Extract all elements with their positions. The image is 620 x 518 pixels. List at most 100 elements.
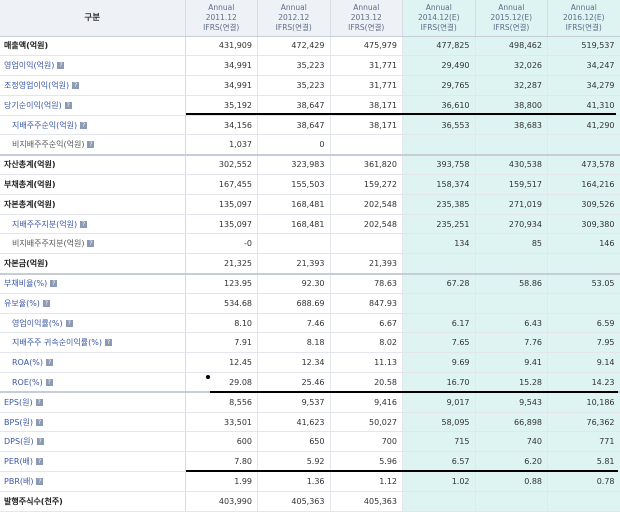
value-cell: 34,247 (547, 55, 620, 77)
info-icon[interactable]: ? (65, 319, 73, 327)
value-cell: 32,287 (475, 75, 548, 96)
info-icon[interactable]: ? (50, 280, 58, 288)
row-label-text: 매출액(억원) (4, 41, 49, 51)
period-type: Annual (498, 2, 525, 12)
row-label: 부채총계(억원) (0, 174, 186, 195)
info-icon[interactable]: ? (45, 378, 53, 386)
row-operating-profit: 영업이익(억원)? 34,991 35,223 31,771 29,490 32,026 3… (0, 55, 620, 77)
row-label[interactable]: 당기순이익(억원)? (0, 95, 186, 116)
value-cell: 7.46 (257, 313, 331, 334)
info-icon[interactable]: ? (87, 141, 95, 149)
row-label[interactable]: DPS(원)? (0, 431, 186, 453)
info-icon[interactable]: ? (72, 81, 80, 89)
row-label[interactable]: 비지배주주순익(억원)? (0, 134, 186, 156)
value-cell: 21,325 (185, 253, 258, 275)
row-adjusted-operating-profit: 조정영업이익(억원)? 34,991 35,223 31,771 29,765 32,28… (0, 75, 620, 96)
info-icon[interactable]: ? (105, 339, 112, 347)
value-cell: 36,553 (402, 115, 476, 136)
row-label[interactable]: PBR(배)? (0, 471, 186, 492)
row-net-income: 당기순이익(억원)? 35,192 38,647 38,171 36,610 38,800… (0, 95, 620, 116)
info-icon[interactable]: ? (36, 458, 44, 466)
value-cell: 431,909 (185, 36, 258, 57)
value-cell: 7.80 (185, 451, 258, 473)
info-icon[interactable]: ? (80, 121, 88, 129)
row-label[interactable]: 조정영업이익(억원)? (0, 75, 186, 96)
info-icon[interactable]: ? (57, 62, 65, 70)
value-cell: 168,481 (257, 194, 331, 215)
row-label[interactable]: 영업이익률(%)? (0, 313, 186, 334)
row-label[interactable]: 비지배주주지분(억원)? (0, 233, 186, 255)
value-cell: 8,556 (185, 391, 258, 413)
period-basis: IFRS(연결) (348, 22, 385, 32)
value-cell (475, 134, 548, 156)
row-label[interactable]: ROE(%)? (0, 372, 186, 393)
value-cell: 33,501 (185, 412, 258, 433)
info-icon[interactable]: ? (36, 418, 43, 426)
value-cell: 38,800 (475, 95, 548, 116)
value-cell (547, 253, 620, 275)
row-roa: ROA(%)? 12.45 12.34 11.13 9.69 9.41 9.14 (0, 352, 620, 374)
value-cell (402, 293, 476, 314)
value-cell: 202,548 (330, 194, 403, 215)
row-noncontrolling-net-income: 비지배주주순익(억원)? 1,037 0 (0, 134, 620, 156)
value-cell: 393,758 (402, 153, 476, 176)
value-cell (330, 134, 403, 156)
row-label[interactable]: 지배주주 귀속순이익률(%)? (0, 332, 186, 354)
value-cell: 688.69 (257, 293, 331, 314)
info-icon[interactable]: ? (87, 240, 95, 248)
value-cell: 34,156 (185, 115, 258, 136)
info-icon[interactable]: ? (64, 101, 72, 109)
row-total-liabilities: 부채총계(억원) 167,455 155,503 159,272 158,374 159,… (0, 174, 620, 195)
row-label: 자본총계(억원) (0, 194, 186, 215)
info-icon[interactable]: ? (36, 477, 44, 485)
row-label[interactable]: EPS(원)? (0, 391, 186, 413)
info-icon[interactable]: ? (46, 359, 54, 367)
value-cell: 235,251 (402, 214, 476, 235)
info-icon[interactable]: ? (80, 220, 88, 228)
value-cell: 134 (402, 233, 476, 255)
row-label[interactable]: 유보율(%)? (0, 293, 186, 314)
value-cell: 34,991 (185, 75, 258, 96)
value-cell: 25.46 (257, 372, 331, 393)
info-icon[interactable]: ? (35, 398, 43, 406)
row-label-text: PER(배) (4, 457, 34, 467)
value-cell: 473,578 (547, 153, 620, 176)
row-label[interactable]: 부채비율(%)? (0, 272, 186, 294)
row-label[interactable]: 영업이익(억원)? (0, 55, 186, 77)
row-label[interactable]: BPS(원)? (0, 412, 186, 433)
underline-mark (210, 391, 618, 393)
period-type: Annual (570, 2, 597, 12)
row-roe: ROE(%)? 29.08 25.46 20.58 16.70 15.28 14.23 (0, 372, 620, 393)
row-label-text: 자본총계(억원) (4, 199, 56, 209)
row-label[interactable]: PER(배)? (0, 451, 186, 473)
row-label-text: 영업이익률(%) (12, 318, 63, 328)
value-cell: 135,097 (185, 214, 258, 235)
value-cell: 477,825 (402, 36, 476, 57)
value-cell: 6.67 (330, 313, 403, 334)
value-cell: 5.96 (330, 451, 403, 473)
row-label[interactable]: 지배주주순익(억원)? (0, 115, 186, 136)
row-label-text: 당기순이익(억원) (4, 100, 62, 110)
value-cell (402, 134, 476, 156)
period-type: Annual (280, 2, 307, 12)
value-cell: 78.63 (330, 272, 403, 294)
info-icon[interactable]: ? (36, 438, 44, 446)
row-label-text: 지배주주 귀속순이익률(%) (12, 338, 102, 348)
row-label[interactable]: ROA(%)? (0, 352, 186, 374)
value-cell: 168,481 (257, 214, 331, 235)
value-cell: 41,290 (547, 115, 620, 136)
info-icon[interactable]: ? (42, 299, 50, 307)
row-label-text: DPS(원) (4, 437, 34, 447)
value-cell: 430,538 (475, 153, 548, 176)
value-cell: 8.02 (330, 332, 403, 354)
value-cell: 159,517 (475, 174, 548, 195)
value-cell: 5.81 (547, 451, 620, 473)
row-label[interactable]: 지배주주지분(억원)? (0, 214, 186, 235)
value-cell: 6.20 (475, 451, 548, 473)
value-cell (402, 253, 476, 275)
value-cell: 403,990 (185, 491, 258, 512)
value-cell: 9,416 (330, 391, 403, 413)
row-label-text: 유보율(%) (4, 298, 40, 308)
period-date: 2012.12 (278, 12, 310, 22)
